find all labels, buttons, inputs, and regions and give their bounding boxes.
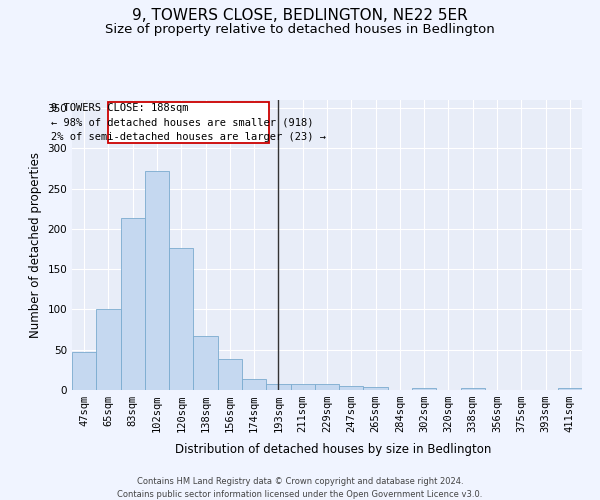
Bar	[218, 358, 242, 390]
Bar	[315, 384, 339, 390]
Bar	[96, 308, 121, 390]
Bar	[364, 387, 388, 390]
Bar	[193, 336, 218, 390]
Bar	[145, 171, 169, 390]
Text: Size of property relative to detached houses in Bedlington: Size of property relative to detached ho…	[105, 22, 495, 36]
Bar	[242, 378, 266, 390]
Bar	[558, 388, 582, 390]
Bar	[72, 352, 96, 390]
Bar	[461, 388, 485, 390]
Text: 9, TOWERS CLOSE, BEDLINGTON, NE22 5ER: 9, TOWERS CLOSE, BEDLINGTON, NE22 5ER	[132, 8, 468, 22]
Text: Contains HM Land Registry data © Crown copyright and database right 2024.
Contai: Contains HM Land Registry data © Crown c…	[118, 478, 482, 499]
Bar	[339, 386, 364, 390]
Bar	[266, 384, 290, 390]
Bar	[169, 248, 193, 390]
Text: 9 TOWERS CLOSE: 188sqm
← 98% of detached houses are smaller (918)
2% of semi-det: 9 TOWERS CLOSE: 188sqm ← 98% of detached…	[51, 103, 326, 142]
Bar	[121, 218, 145, 390]
Bar	[412, 388, 436, 390]
Text: Distribution of detached houses by size in Bedlington: Distribution of detached houses by size …	[175, 442, 491, 456]
Bar	[290, 384, 315, 390]
Y-axis label: Number of detached properties: Number of detached properties	[29, 152, 42, 338]
FancyBboxPatch shape	[109, 102, 269, 142]
